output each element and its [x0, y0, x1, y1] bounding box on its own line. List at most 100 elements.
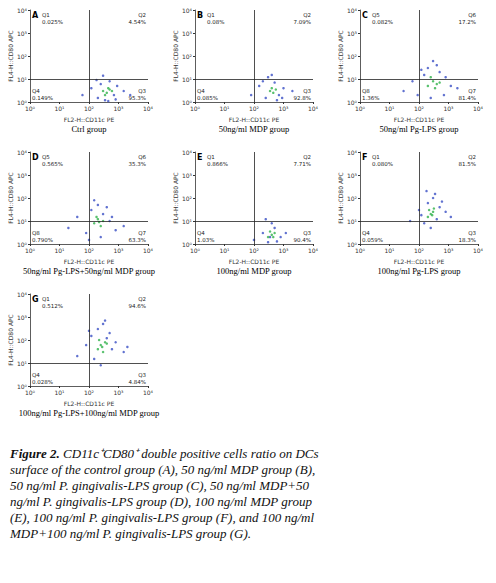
svg-text:FL2-H::CD11c PE: FL2-H::CD11c PE	[394, 116, 445, 123]
svg-text:FL2-H::CD11c PE: FL2-H::CD11c PE	[394, 258, 445, 265]
svg-text:81.5%: 81.5%	[459, 161, 476, 167]
svg-text:Q2: Q2	[303, 154, 311, 160]
svg-text:10¹: 10¹	[54, 247, 65, 254]
svg-text:FL4-H::CD80 APC: FL4-H::CD80 APC	[7, 314, 14, 366]
svg-text:Q4: Q4	[362, 230, 370, 236]
svg-text:Q1: Q1	[207, 12, 215, 18]
svg-text:Q8: Q8	[362, 88, 370, 94]
svg-text:FL2-H::CD11c PE: FL2-H::CD11c PE	[229, 116, 280, 123]
svg-text:FL4-H::CD80 APC: FL4-H::CD80 APC	[172, 172, 179, 224]
svg-text:10¹: 10¹	[384, 105, 395, 112]
svg-text:Q4: Q4	[32, 88, 40, 94]
svg-text:G: G	[32, 295, 39, 304]
svg-text:Q3: Q3	[303, 88, 311, 94]
svg-text:10³: 10³	[347, 172, 358, 179]
svg-text:Q8: Q8	[32, 230, 40, 236]
svg-text:0.025%: 0.025%	[42, 19, 63, 25]
svg-text:10³: 10³	[17, 30, 28, 37]
svg-text:Q6: Q6	[468, 12, 476, 18]
svg-text:10²: 10²	[84, 389, 95, 396]
svg-text:10³: 10³	[17, 314, 28, 321]
svg-text:FL4-H::CD80 APC: FL4-H::CD80 APC	[172, 30, 179, 82]
svg-text:10³: 10³	[347, 30, 358, 37]
svg-text:Q3: Q3	[138, 372, 146, 378]
svg-text:10⁴: 10⁴	[308, 105, 319, 112]
svg-text:A: A	[32, 11, 39, 20]
svg-text:D: D	[32, 153, 39, 162]
svg-text:17.2%: 17.2%	[459, 19, 476, 25]
svg-text:10¹: 10¹	[17, 218, 28, 225]
svg-text:10³: 10³	[182, 172, 193, 179]
svg-text:Q1: Q1	[42, 12, 50, 18]
svg-text:Q3: Q3	[468, 230, 476, 236]
svg-text:0.790%: 0.790%	[32, 237, 53, 243]
svg-text:63.3%: 63.3%	[129, 237, 146, 243]
svg-text:10⁴: 10⁴	[143, 247, 154, 254]
svg-text:10²: 10²	[414, 247, 425, 254]
svg-text:10⁴: 10⁴	[473, 247, 484, 254]
svg-text:Q7: Q7	[138, 230, 146, 236]
svg-text:FL4-H::CD80 APC: FL4-H::CD80 APC	[7, 30, 14, 82]
svg-text:50ng/ml MDP group: 50ng/ml MDP group	[219, 124, 290, 134]
svg-text:0.565%: 0.565%	[42, 161, 63, 167]
svg-text:Q5: Q5	[42, 154, 50, 160]
svg-text:10⁴: 10⁴	[473, 105, 484, 112]
svg-text:10⁴: 10⁴	[17, 291, 28, 298]
svg-text:Q2: Q2	[468, 154, 476, 160]
svg-text:10²: 10²	[249, 247, 260, 254]
svg-text:10³: 10³	[113, 247, 124, 254]
svg-text:92.8%: 92.8%	[294, 95, 311, 101]
svg-text:10³: 10³	[113, 105, 124, 112]
svg-text:F: F	[362, 153, 367, 162]
svg-text:10⁰: 10⁰	[25, 247, 36, 254]
svg-text:FL4-H::CD80 APC: FL4-H::CD80 APC	[337, 172, 344, 224]
svg-text:10²: 10²	[347, 53, 358, 60]
svg-text:10³: 10³	[182, 30, 193, 37]
svg-text:10⁴: 10⁴	[347, 149, 358, 156]
svg-text:10⁴: 10⁴	[17, 149, 28, 156]
svg-text:10¹: 10¹	[347, 76, 358, 83]
svg-text:81.4%: 81.4%	[459, 95, 476, 101]
svg-text:10⁴: 10⁴	[347, 7, 358, 14]
svg-text:FL4-H::CD80 APC: FL4-H::CD80 APC	[7, 172, 14, 224]
svg-text:10²: 10²	[84, 105, 95, 112]
svg-text:10¹: 10¹	[17, 360, 28, 367]
svg-text:10²: 10²	[84, 247, 95, 254]
svg-text:10³: 10³	[17, 172, 28, 179]
svg-text:FL2-H::CD11c PE: FL2-H::CD11c PE	[64, 258, 115, 265]
svg-text:100ng/ml MDP group: 100ng/ml MDP group	[217, 266, 292, 276]
svg-text:Q4: Q4	[32, 372, 40, 378]
svg-text:10³: 10³	[113, 389, 124, 396]
svg-text:Q7: Q7	[468, 88, 476, 94]
svg-text:18.3%: 18.3%	[459, 237, 476, 243]
svg-text:10²: 10²	[249, 105, 260, 112]
svg-text:FL2-H::CD11c PE: FL2-H::CD11c PE	[64, 400, 115, 407]
svg-text:7.09%: 7.09%	[294, 19, 311, 25]
svg-text:10⁰: 10⁰	[25, 105, 36, 112]
svg-text:Q6: Q6	[138, 154, 146, 160]
svg-text:C: C	[362, 11, 368, 20]
svg-text:10⁴: 10⁴	[143, 105, 154, 112]
svg-text:0.080%: 0.080%	[372, 161, 393, 167]
svg-text:10⁰: 10⁰	[355, 105, 366, 112]
svg-text:10⁴: 10⁴	[308, 247, 319, 254]
svg-text:0.028%: 0.028%	[32, 379, 53, 385]
svg-text:0.512%: 0.512%	[42, 303, 63, 309]
svg-text:10²: 10²	[347, 195, 358, 202]
svg-text:0.08%: 0.08%	[207, 19, 224, 25]
svg-text:10²: 10²	[17, 53, 28, 60]
svg-text:10¹: 10¹	[54, 389, 65, 396]
svg-text:100ng/ml Pg-LPS+100ng/ml MDP g: 100ng/ml Pg-LPS+100ng/ml MDP group	[19, 408, 160, 418]
svg-text:95.3%: 95.3%	[129, 95, 146, 101]
svg-text:10⁴: 10⁴	[17, 7, 28, 14]
svg-text:0.059%: 0.059%	[362, 237, 383, 243]
svg-text:10⁴: 10⁴	[143, 389, 154, 396]
svg-text:10²: 10²	[182, 195, 193, 202]
svg-text:10³: 10³	[278, 105, 289, 112]
svg-text:Q5: Q5	[372, 12, 380, 18]
svg-text:100ng/ml Pg-LPS group: 100ng/ml Pg-LPS group	[377, 266, 460, 276]
svg-text:Q4: Q4	[197, 230, 205, 236]
svg-text:10¹: 10¹	[347, 218, 358, 225]
svg-text:10⁰: 10⁰	[190, 105, 201, 112]
svg-text:10²: 10²	[414, 105, 425, 112]
